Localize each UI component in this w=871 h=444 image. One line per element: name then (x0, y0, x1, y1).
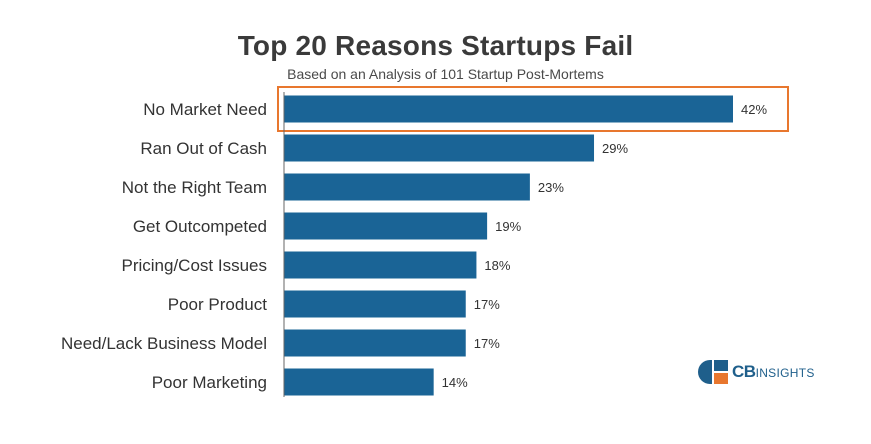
chart-subtitle: Based on an Analysis of 101 Startup Post… (287, 66, 604, 82)
highlight-box (277, 86, 789, 132)
cb-insights-logo-mark (698, 360, 728, 384)
chart-title: Top 20 Reasons Startups Fail (237, 30, 634, 61)
value-label: 42% (741, 102, 767, 117)
category-label: Need/Lack Business Model (61, 334, 267, 353)
value-label: 19% (495, 219, 521, 234)
bar (284, 251, 477, 279)
value-label: 14% (442, 375, 468, 390)
category-label: Pricing/Cost Issues (122, 256, 268, 275)
bar (284, 212, 488, 240)
value-label: 23% (538, 180, 564, 195)
bar (284, 95, 733, 123)
category-label: No Market Need (143, 100, 267, 119)
bar (284, 173, 530, 201)
category-label: Ran Out of Cash (140, 139, 267, 158)
bar (284, 134, 595, 162)
bar (284, 368, 434, 396)
bar (284, 329, 466, 357)
category-label: Poor Marketing (152, 373, 267, 392)
category-label: Not the Right Team (122, 178, 267, 197)
cb-insights-logo: CBINSIGHTS (698, 360, 815, 384)
value-label: 17% (474, 297, 500, 312)
value-label: 18% (484, 258, 510, 273)
category-label: Poor Product (168, 295, 267, 314)
value-label: 29% (602, 141, 628, 156)
category-label: Get Outcompeted (133, 217, 267, 236)
bar (284, 290, 466, 318)
cb-insights-logo-text: CBINSIGHTS (732, 362, 815, 381)
value-label: 17% (474, 336, 500, 351)
